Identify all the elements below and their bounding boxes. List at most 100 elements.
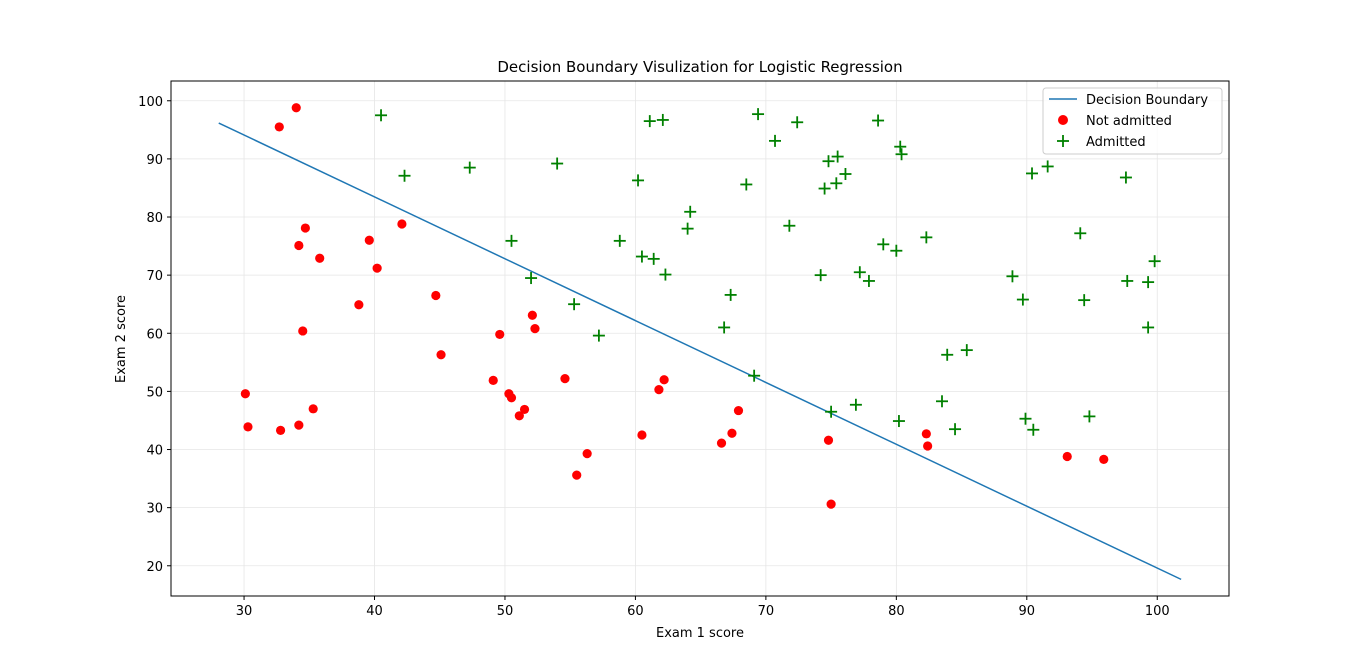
not-admitted-point <box>495 329 505 340</box>
admitted-point <box>830 177 843 190</box>
not-admitted-point <box>294 240 304 251</box>
not-admitted-point <box>354 300 364 310</box>
admitted-point <box>920 231 933 244</box>
not-admitted-point <box>1062 451 1072 462</box>
admitted-point <box>752 108 765 121</box>
not-admitted-point <box>372 263 382 273</box>
admitted-point <box>941 348 954 361</box>
data-layer <box>218 103 1182 581</box>
y-axis-label: Exam 2 score <box>114 295 129 383</box>
admitted-point <box>825 405 838 418</box>
admitted-point <box>1148 255 1161 268</box>
admitted-point <box>525 272 538 285</box>
admitted-point <box>643 115 656 128</box>
decision-boundary-line <box>218 122 1182 581</box>
chart-title: Decision Boundary Visulization for Logis… <box>497 58 902 76</box>
admitted-point <box>1016 293 1029 306</box>
x-tick-label: 90 <box>1019 604 1036 619</box>
admitted-point <box>684 205 697 218</box>
not-admitted-point <box>654 385 664 395</box>
ticks-layer: 30 40 50 60 70 80 90 100 20 30 40 50 60 70 80 90 100 <box>138 95 1169 619</box>
admitted-point <box>375 109 388 122</box>
not-admitted-point <box>514 411 524 421</box>
admitted-point <box>949 423 962 436</box>
not-admitted-point <box>519 404 530 415</box>
admitted-point <box>748 369 761 382</box>
not-admitted-point <box>275 425 286 435</box>
x-tick-label: 60 <box>627 604 644 619</box>
x-tick-label: 50 <box>497 604 514 619</box>
admitted-point <box>740 178 753 191</box>
admitted-point <box>592 329 605 342</box>
admitted-point <box>892 415 905 428</box>
not-admitted-point <box>1099 454 1109 465</box>
not-admitted-point <box>826 499 836 509</box>
admitted-point <box>1006 270 1019 283</box>
grid-layer <box>171 81 1229 596</box>
admitted-point <box>935 395 948 408</box>
y-tick-label: 20 <box>146 560 163 575</box>
admitted-point <box>505 234 518 247</box>
admitted-point <box>862 274 875 287</box>
x-tick-label: 70 <box>758 604 775 619</box>
admitted-point <box>877 238 890 251</box>
not-admitted-point <box>582 448 592 459</box>
not-admitted-point <box>823 435 834 445</box>
x-tick-label: 80 <box>888 604 905 619</box>
legend-label-decision-boundary: Decision Boundary <box>1086 93 1208 108</box>
legend-box <box>1042 87 1223 155</box>
not-admitted-point <box>637 430 647 440</box>
legend-circle-swatch <box>1058 115 1068 125</box>
not-admitted-point <box>291 103 301 113</box>
legend: Decision Boundary Not admitted Admitted <box>1042 87 1223 155</box>
admitted-point <box>872 114 885 127</box>
admitted-point <box>656 113 669 126</box>
not-admitted-point <box>921 429 931 439</box>
admitted-point <box>822 155 835 168</box>
admitted-point <box>769 134 782 147</box>
admitted-point <box>659 268 672 281</box>
not-admitted-point <box>733 405 744 416</box>
not-admitted-point <box>294 420 304 430</box>
admitted-point <box>681 222 694 235</box>
not-admitted-point <box>488 375 498 385</box>
admitted-point <box>818 182 831 195</box>
admitted-point <box>814 269 827 282</box>
y-tick-label: 90 <box>146 153 163 168</box>
admitted-point <box>1119 171 1132 184</box>
admitted-point <box>551 157 564 170</box>
legend-label-not-admitted: Not admitted <box>1086 114 1172 129</box>
admitted-point <box>1041 160 1054 173</box>
legend-plus-swatch <box>1057 135 1069 147</box>
admitted-point <box>718 321 731 334</box>
admitted-point <box>568 298 581 311</box>
not-admitted-point <box>364 235 374 245</box>
x-tick-label: 40 <box>366 604 383 619</box>
admitted-point <box>783 219 796 232</box>
admitted-point <box>1026 167 1039 180</box>
admitted-point <box>1121 274 1134 287</box>
not-admitted-point <box>716 438 727 448</box>
not-admitted-point <box>298 326 308 336</box>
admitted-point <box>463 161 476 174</box>
plot-frame <box>170 80 1230 597</box>
x-tick-label: 30 <box>236 604 253 619</box>
not-admitted-point <box>240 389 250 399</box>
y-tick-label: 60 <box>146 327 163 342</box>
not-admitted-point <box>572 470 582 480</box>
y-tick-label: 40 <box>146 444 163 459</box>
not-admitted-point <box>506 393 517 403</box>
x-tick-label: 100 <box>1145 604 1170 619</box>
admitted-point <box>894 140 907 153</box>
admitted-point <box>1078 294 1091 307</box>
admitted-point <box>849 398 862 411</box>
admitted-point <box>1142 276 1155 289</box>
y-tick-label: 80 <box>146 211 163 226</box>
not-admitted-point <box>436 350 446 360</box>
admitted-point <box>839 168 852 181</box>
admitted-point <box>791 116 804 129</box>
admitted-point <box>1027 423 1040 436</box>
not-admitted-point <box>243 422 253 432</box>
y-tick-label: 50 <box>146 385 163 400</box>
admitted-point <box>398 169 411 182</box>
